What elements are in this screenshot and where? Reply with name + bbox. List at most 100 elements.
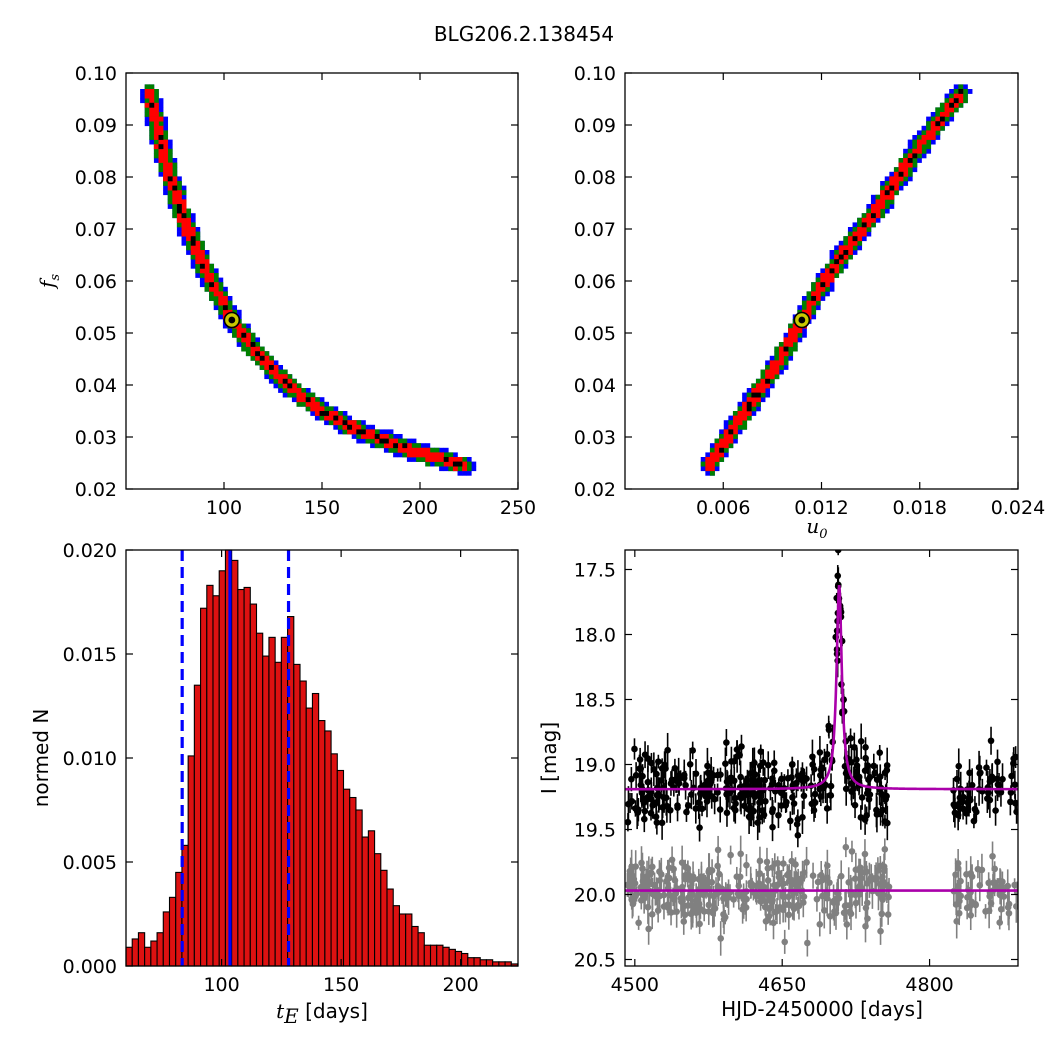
contour-cell xyxy=(944,102,950,108)
contour-cell xyxy=(282,392,288,398)
contour-cell xyxy=(163,185,169,191)
contour-cell xyxy=(723,443,729,449)
contour-cell xyxy=(958,102,964,108)
contour-cell xyxy=(158,167,164,173)
contour-cell xyxy=(172,208,178,214)
x-tick-label: 0.012 xyxy=(794,497,848,519)
contour-cell xyxy=(958,98,964,104)
contour-cell xyxy=(167,171,173,177)
contour-cell xyxy=(843,263,849,269)
contour-cell xyxy=(213,305,219,311)
contour-cell xyxy=(282,374,288,380)
contour-cell xyxy=(199,254,205,260)
contour-cell xyxy=(158,144,164,150)
data-point xyxy=(663,802,671,810)
data-point xyxy=(714,789,721,796)
contour-cell xyxy=(861,227,867,232)
contour-cell xyxy=(172,204,178,209)
contour-cell xyxy=(880,208,886,214)
contour-cell xyxy=(857,222,863,228)
data-point xyxy=(751,759,758,767)
contour-cell xyxy=(402,438,408,444)
contour-cell xyxy=(319,401,325,407)
contour-cell xyxy=(144,121,150,127)
data-point xyxy=(644,755,652,762)
residual-point xyxy=(757,893,765,901)
contour-cell xyxy=(167,144,173,150)
contour-cell xyxy=(199,273,205,278)
contour-cell xyxy=(709,457,715,462)
contour-cell xyxy=(273,378,279,384)
contour-cell xyxy=(268,355,274,361)
data-point xyxy=(737,773,744,781)
contour-cell xyxy=(439,447,445,453)
residual-point xyxy=(720,916,728,923)
contour-cell xyxy=(241,337,247,343)
contour-cell xyxy=(820,268,826,274)
contour-cell xyxy=(714,457,720,462)
contour-cell xyxy=(728,420,734,426)
contour-cell xyxy=(172,158,178,163)
contour-cell xyxy=(370,434,376,439)
residual-point xyxy=(861,850,869,858)
data-point xyxy=(793,820,801,828)
contour-cell xyxy=(429,461,435,467)
contour-cell xyxy=(820,291,826,297)
residual-point xyxy=(649,863,656,871)
contour-cell xyxy=(921,130,927,136)
x-tick-label: 4800 xyxy=(905,974,953,996)
contour-cell xyxy=(195,250,201,255)
contour-cell xyxy=(949,107,955,113)
histogram-bar xyxy=(200,607,208,967)
contour-cell xyxy=(402,447,408,453)
contour-cell xyxy=(935,116,941,122)
data-point xyxy=(871,769,879,777)
contour-cell xyxy=(462,470,468,476)
contour-cell xyxy=(774,369,780,375)
residual-point xyxy=(1005,900,1013,908)
data-point xyxy=(992,807,999,814)
x-tick-label: 0.006 xyxy=(696,497,750,519)
y-tick-label: 0.04 xyxy=(75,375,117,397)
x-tick-label: 200 xyxy=(443,974,479,996)
contour-cell xyxy=(728,434,734,439)
contour-cell xyxy=(365,438,371,444)
contour-cell xyxy=(824,268,830,274)
contour-cell xyxy=(195,236,201,242)
contour-cell xyxy=(751,388,757,393)
contour-cell xyxy=(360,434,366,439)
contour-cell xyxy=(149,93,155,99)
contour-cell xyxy=(792,337,798,343)
contour-cell xyxy=(778,365,784,370)
data-point xyxy=(749,778,757,786)
residual-point xyxy=(953,918,960,925)
contour-cell xyxy=(264,360,270,366)
contour-cell xyxy=(893,171,899,177)
contour-cell xyxy=(797,337,803,343)
contour-cell xyxy=(806,300,812,306)
residual-point xyxy=(790,881,798,888)
contour-cell xyxy=(962,84,968,90)
residual-point xyxy=(678,898,685,905)
contour-cell xyxy=(204,286,210,292)
panel-2-xlabel: u0 xyxy=(806,514,827,542)
contour-cell xyxy=(443,461,449,467)
contour-cell xyxy=(163,190,169,196)
contour-cell xyxy=(866,227,872,232)
contour-cell xyxy=(847,254,853,260)
contour-cell xyxy=(958,89,964,94)
residual-point xyxy=(809,872,817,879)
contour-cell xyxy=(705,457,711,462)
contour-cell xyxy=(388,434,394,439)
contour-cell xyxy=(213,291,219,297)
contour-cell xyxy=(852,222,858,228)
contour-cell xyxy=(742,401,748,407)
contour-cell xyxy=(250,337,256,343)
histogram-bar xyxy=(349,796,357,967)
contour-cell xyxy=(921,125,927,131)
contour-cell xyxy=(296,401,302,407)
contour-cell xyxy=(457,466,463,472)
data-point xyxy=(834,572,842,580)
contour-cell xyxy=(181,231,187,237)
data-point xyxy=(775,781,783,789)
